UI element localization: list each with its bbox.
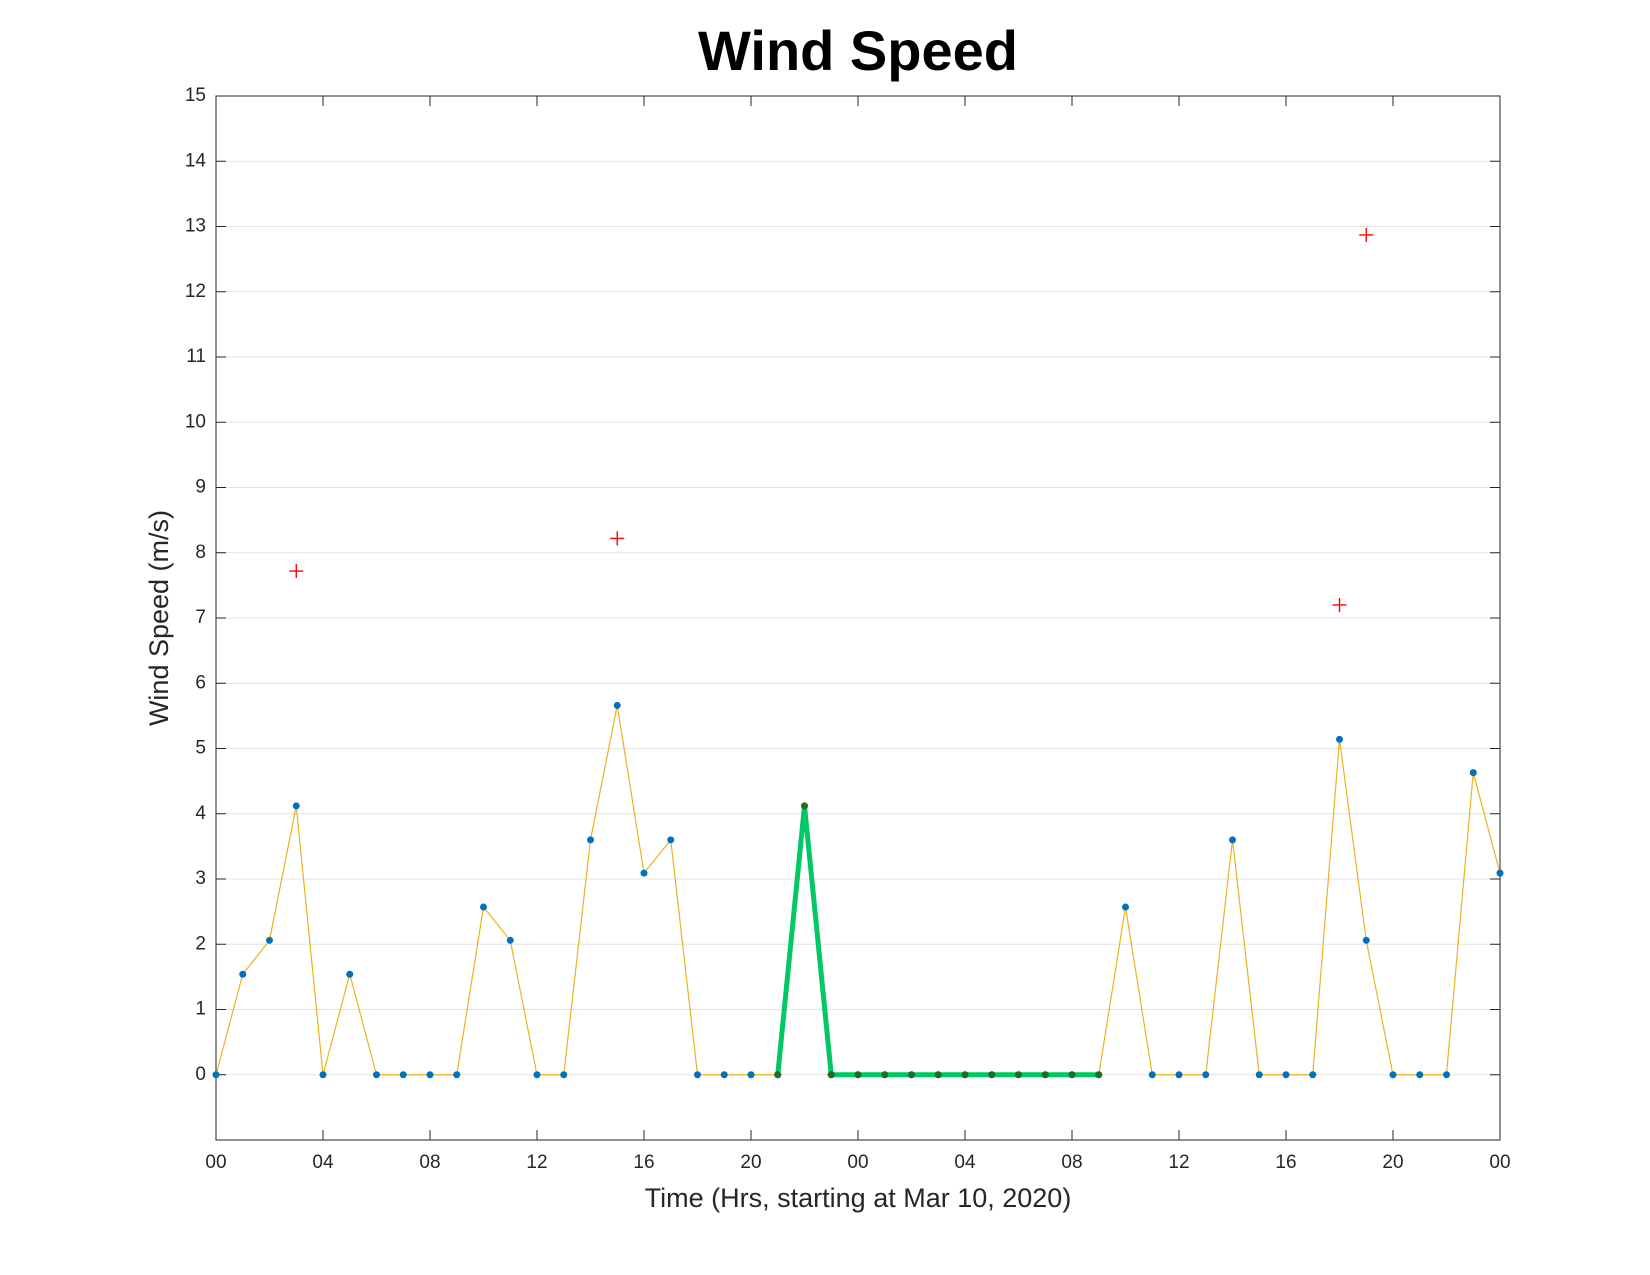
data-point (453, 1071, 461, 1079)
data-point (1095, 1071, 1103, 1079)
data-point (881, 1071, 889, 1079)
outlier-marker (1332, 597, 1347, 612)
data-point (1443, 1071, 1450, 1079)
data-point (667, 836, 675, 844)
data-point (640, 869, 648, 877)
data-point (560, 1071, 568, 1079)
y-tick-label: 10 (185, 411, 206, 432)
data-point (1416, 1071, 1424, 1079)
x-tick-label: 12 (1168, 1152, 1189, 1173)
y-tick-label: 2 (195, 933, 206, 954)
data-point (426, 1071, 434, 1079)
outlier-marker (289, 564, 304, 579)
data-point (1336, 735, 1343, 743)
chart-title: Wind Speed (698, 19, 1018, 82)
data-point (1015, 1071, 1022, 1079)
data-point (212, 1071, 220, 1079)
data-point (801, 802, 808, 810)
data-point (1389, 1071, 1397, 1079)
x-tick-label: 04 (954, 1152, 976, 1173)
data-point (774, 1071, 782, 1079)
y-tick-label: 13 (185, 216, 206, 237)
y-tick-label: 4 (195, 803, 206, 824)
y-tick-label: 0 (195, 1064, 206, 1085)
data-point (1469, 769, 1477, 777)
x-tick-label: 00 (205, 1152, 226, 1173)
data-point (1309, 1071, 1317, 1079)
data-point (1068, 1071, 1076, 1079)
data-point (827, 1071, 835, 1079)
data-point (1175, 1071, 1183, 1079)
data-point (1122, 903, 1129, 911)
data-point (533, 1071, 541, 1079)
y-tick-label: 8 (195, 542, 206, 563)
data-point (988, 1071, 996, 1079)
y-tick-label: 12 (185, 281, 206, 302)
x-axis-label: Time (Hrs, starting at Mar 10, 2020) (645, 1183, 1072, 1213)
x-tick-label: 08 (1061, 1152, 1082, 1173)
data-point (1202, 1071, 1210, 1079)
y-tick-label: 15 (185, 85, 206, 106)
data-point (720, 1071, 728, 1079)
data-point (747, 1071, 755, 1079)
x-tick-label: 16 (633, 1152, 654, 1173)
data-point (1148, 1071, 1156, 1079)
data-point (266, 936, 273, 944)
data-point (1229, 836, 1236, 844)
data-point (506, 936, 514, 944)
y-tick-label: 14 (185, 150, 207, 171)
data-point (292, 802, 300, 810)
x-tick-label: 20 (1382, 1152, 1403, 1173)
y-tick-label: 5 (195, 738, 206, 759)
data-point (1282, 1071, 1290, 1079)
x-tick-label: 16 (1275, 1152, 1296, 1173)
x-tick-label: 20 (740, 1152, 761, 1173)
data-point (613, 701, 621, 709)
y-tick-label: 1 (195, 999, 206, 1020)
data-point (1041, 1071, 1049, 1079)
data-point (934, 1071, 942, 1079)
outlier-marker (1359, 227, 1374, 242)
data-point (319, 1071, 327, 1079)
y-axis-label: Wind Speed (m/s) (144, 510, 174, 726)
data-point (961, 1071, 969, 1079)
data-point (908, 1071, 915, 1079)
data-point (1496, 869, 1504, 877)
x-tick-label: 12 (526, 1152, 547, 1173)
data-point (480, 903, 487, 911)
data-point (239, 970, 247, 978)
data-point (854, 1071, 862, 1079)
x-tick-label: 08 (419, 1152, 440, 1173)
x-tick-label: 00 (1489, 1152, 1510, 1173)
plot-frame (215, 95, 1501, 1141)
data-point (694, 1071, 701, 1079)
y-tick-label: 11 (186, 346, 206, 367)
outlier-marker (610, 531, 625, 546)
y-tick-label: 3 (195, 868, 206, 889)
data-point (587, 836, 594, 844)
data-point (1255, 1071, 1263, 1079)
y-tick-label: 6 (195, 672, 206, 693)
x-tick-label: 04 (312, 1152, 334, 1173)
y-tick-label: 7 (195, 607, 206, 628)
data-point (1362, 936, 1370, 944)
y-tick-label: 9 (195, 477, 206, 498)
x-tick-label: 00 (847, 1152, 868, 1173)
data-point (346, 970, 354, 978)
data-point (373, 1071, 380, 1079)
data-point (399, 1071, 407, 1079)
